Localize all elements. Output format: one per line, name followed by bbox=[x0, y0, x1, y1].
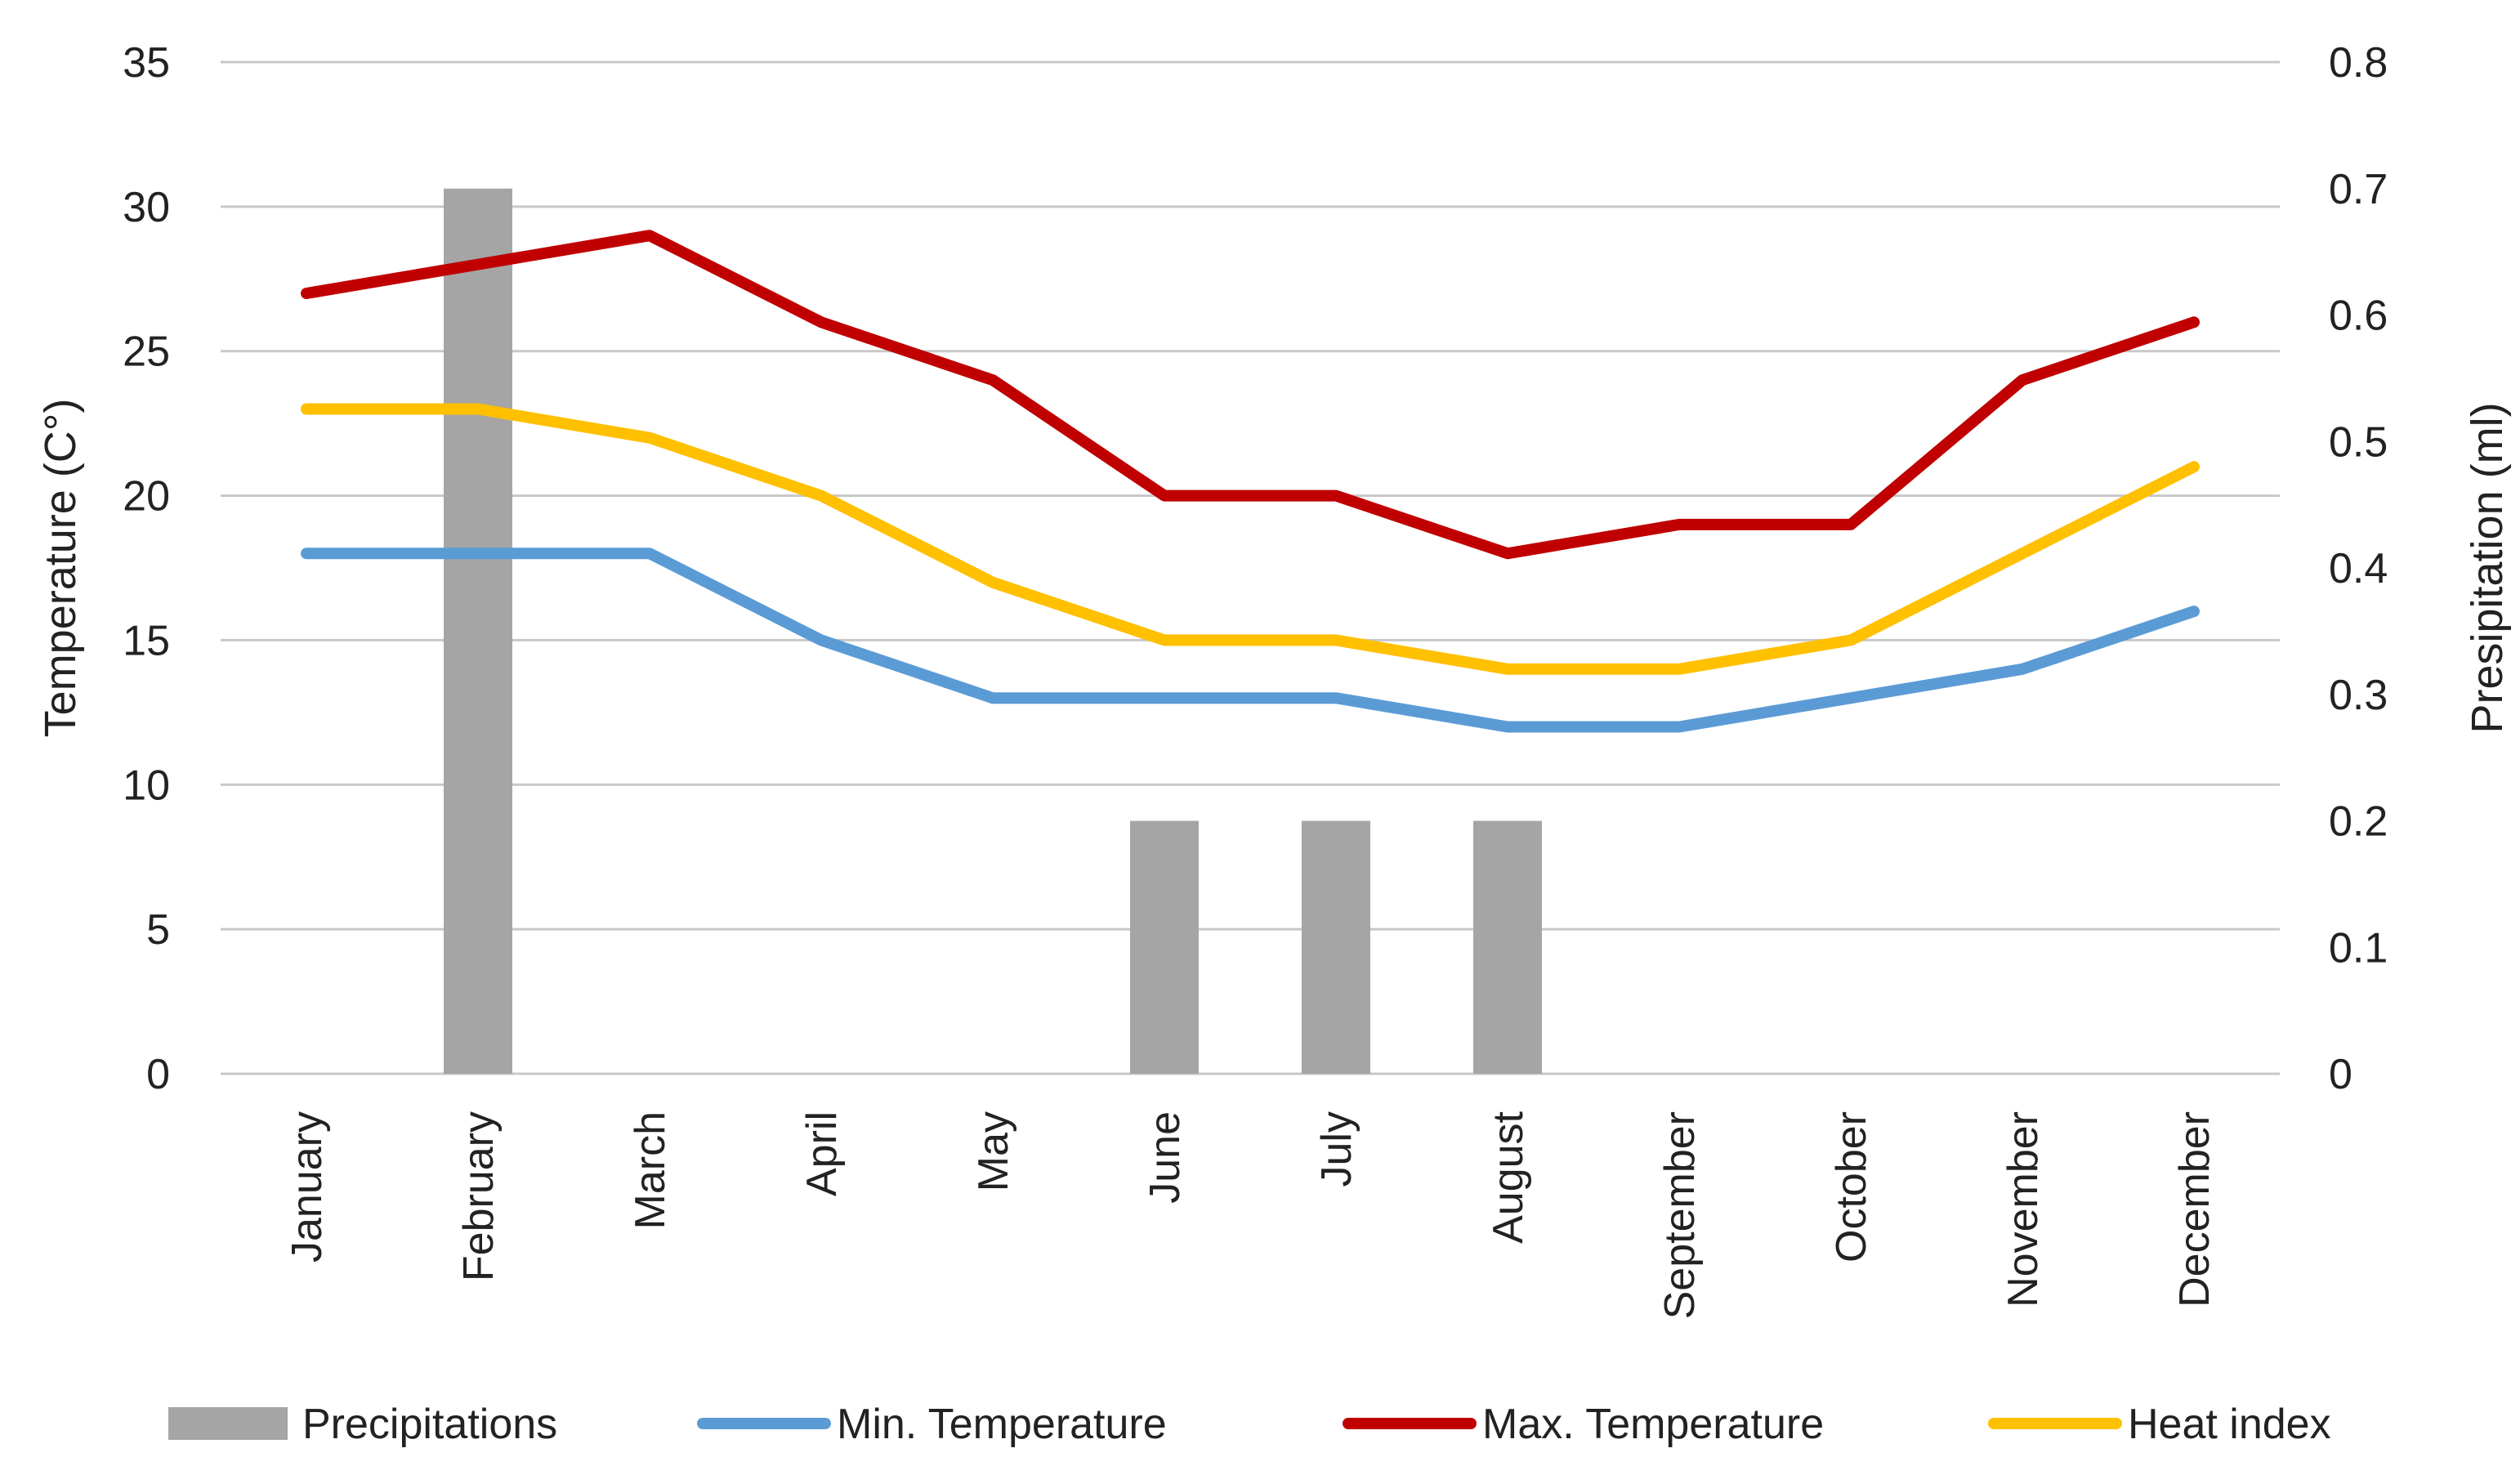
left-tick-label: 20 bbox=[123, 473, 170, 521]
legend-swatch-bar bbox=[168, 1407, 288, 1440]
right-tick-label: 0.7 bbox=[2329, 166, 2388, 213]
legend-label: Min. Temperature bbox=[837, 1401, 1167, 1448]
left-tick-label: 35 bbox=[123, 39, 170, 87]
right-tick-label: 0.5 bbox=[2329, 418, 2388, 466]
precipitation-bar bbox=[1302, 820, 1370, 1074]
legend-label: Max. Temperature bbox=[1482, 1401, 1824, 1448]
month-label: January bbox=[284, 1111, 331, 1263]
right-axis-title: Presipitation (ml) bbox=[2463, 402, 2512, 733]
temperature-lines bbox=[301, 230, 2200, 733]
gridlines bbox=[221, 60, 2280, 1075]
x-axis-labels: January February March April May June July Augu… bbox=[284, 1111, 2218, 1319]
month-label: August bbox=[1485, 1111, 1532, 1243]
heat-index-line bbox=[301, 403, 2200, 675]
month-label: July bbox=[1313, 1111, 1361, 1187]
min-temperature-line bbox=[301, 548, 2200, 733]
legend: Precipitations Min. Temperature Max. Tempe… bbox=[168, 1401, 2331, 1448]
precipitation-bar bbox=[444, 188, 512, 1074]
right-tick-label: 0.3 bbox=[2329, 672, 2388, 719]
month-label: February bbox=[455, 1111, 503, 1281]
right-tick-label: 0.4 bbox=[2329, 545, 2388, 592]
month-label: October bbox=[1828, 1111, 1875, 1263]
left-tick-label: 10 bbox=[123, 762, 170, 809]
legend-label: Precipitations bbox=[302, 1401, 557, 1448]
left-tick-label: 15 bbox=[123, 617, 170, 664]
month-label: November bbox=[1999, 1111, 2047, 1307]
month-label: June bbox=[1142, 1111, 1189, 1204]
precipitation-bar bbox=[1130, 820, 1199, 1074]
month-label: May bbox=[970, 1111, 1017, 1191]
max-temperature-line bbox=[301, 230, 2200, 560]
month-label: December bbox=[2171, 1111, 2218, 1307]
left-tick-label: 5 bbox=[146, 906, 170, 954]
left-tick-label: 0 bbox=[146, 1051, 170, 1098]
right-tick-label: 0 bbox=[2329, 1051, 2352, 1098]
precipitation-bar bbox=[1473, 820, 1542, 1074]
month-label: April bbox=[798, 1111, 846, 1196]
right-tick-label: 0.2 bbox=[2329, 798, 2388, 846]
right-axis-ticks: 0 0.1 0.2 0.3 0.4 0.5 0.6 0.7 0.8 bbox=[2329, 39, 2388, 1098]
right-tick-label: 0.6 bbox=[2329, 293, 2388, 340]
left-axis-ticks: 0 5 10 15 20 25 30 35 bbox=[123, 39, 170, 1098]
legend-label: Heat index bbox=[2128, 1401, 2331, 1448]
month-label: March bbox=[627, 1111, 674, 1229]
left-tick-label: 30 bbox=[123, 184, 170, 231]
left-axis-title: Temperature (C°) bbox=[36, 399, 85, 738]
left-tick-label: 25 bbox=[123, 329, 170, 376]
precipitation-bars bbox=[444, 188, 1542, 1074]
month-label: September bbox=[1656, 1111, 1704, 1319]
right-tick-label: 0.1 bbox=[2329, 924, 2388, 972]
right-tick-label: 0.8 bbox=[2329, 39, 2388, 87]
